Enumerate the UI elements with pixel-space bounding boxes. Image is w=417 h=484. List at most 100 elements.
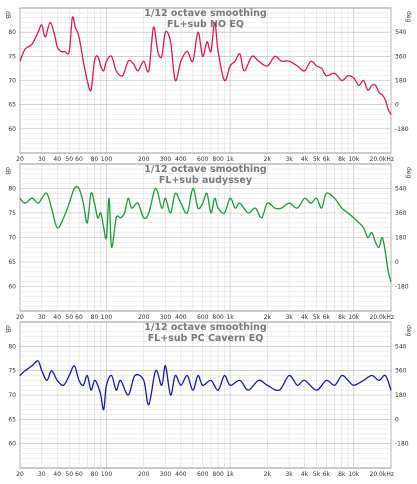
data-point — [296, 65, 298, 67]
right-unit-label: deg — [405, 167, 412, 179]
x-tick-label: 50 — [65, 471, 73, 478]
x-tick-label: 20.0kHz — [370, 156, 395, 163]
chart-subtitle: FL+sub audyssey — [159, 175, 253, 186]
data-point — [148, 212, 150, 214]
data-point — [296, 384, 298, 386]
data-point — [288, 202, 290, 204]
data-point — [120, 379, 121, 381]
x-tick-label: 600 — [197, 471, 209, 478]
x-tick-label: 600 — [197, 156, 209, 163]
x-tick-label: 40 — [53, 471, 61, 478]
data-point — [155, 370, 157, 372]
data-point — [31, 197, 33, 199]
data-point — [363, 80, 365, 81]
data-point — [73, 365, 75, 367]
x-tick-label: 4k — [301, 156, 309, 163]
data-point — [115, 70, 117, 72]
data-point — [60, 51, 62, 52]
data-point — [378, 246, 380, 248]
right-unit-label: deg — [405, 11, 412, 23]
data-point — [210, 212, 212, 214]
data-point — [278, 389, 280, 391]
data-point — [304, 197, 306, 199]
data-point — [161, 384, 163, 386]
right-tick-label: 180 — [395, 392, 407, 399]
right-tick-label: 540 — [395, 186, 407, 193]
data-point — [384, 251, 386, 253]
data-point — [321, 207, 323, 209]
data-point — [180, 60, 182, 62]
data-point — [49, 22, 51, 23]
data-point — [186, 212, 188, 214]
data-point — [316, 389, 317, 391]
x-tick-label: 600 — [197, 314, 209, 321]
chart-subtitle: FL+sub NO EQ — [167, 19, 244, 30]
x-tick-label: 10k — [348, 314, 360, 321]
data-point — [31, 365, 33, 367]
data-point — [64, 51, 66, 52]
x-tick-label: 2k — [264, 314, 272, 321]
x-tick-label: 10k — [348, 156, 360, 163]
data-point — [111, 55, 113, 57]
data-point — [258, 379, 260, 381]
data-point — [223, 212, 225, 214]
x-tick-label: 40 — [53, 314, 61, 321]
data-point — [358, 222, 360, 224]
x-tick-label: 30 — [38, 471, 46, 478]
data-point — [170, 41, 172, 43]
data-point — [266, 202, 268, 204]
data-point — [387, 109, 389, 110]
data-point — [192, 188, 194, 189]
x-tick-label: 3k — [285, 314, 293, 321]
x-tick-label: 1k — [226, 314, 234, 321]
x-tick-label: 100 — [101, 471, 113, 478]
data-point — [234, 207, 236, 209]
data-point — [137, 202, 139, 204]
data-point — [148, 70, 150, 72]
data-point — [251, 55, 253, 57]
data-point — [37, 360, 39, 362]
x-tick-label: 20.0kHz — [370, 314, 395, 321]
y-unit-label: dB — [4, 11, 11, 19]
data-point — [24, 370, 26, 372]
data-point — [94, 379, 95, 381]
x-tick-label: 8k — [338, 471, 346, 478]
y-tick-label: 70 — [8, 392, 16, 399]
data-point — [363, 227, 365, 229]
data-point — [206, 41, 208, 43]
x-tick-label: 80 — [91, 314, 99, 321]
data-point — [143, 217, 145, 219]
chart-subtitle: FL+sub PC Cavern EQ — [148, 333, 264, 344]
data-point — [210, 51, 212, 52]
data-point — [51, 370, 53, 372]
data-point — [74, 26, 76, 28]
x-tick-label: 5k — [313, 156, 321, 163]
data-point — [375, 241, 376, 243]
x-tick-label: 60 — [75, 314, 83, 321]
right-unit-label: deg — [405, 325, 412, 337]
data-point — [19, 60, 21, 62]
data-point — [325, 192, 327, 194]
data-point — [363, 379, 365, 381]
data-point — [24, 202, 26, 204]
data-point — [247, 212, 249, 214]
data-point — [31, 43, 33, 45]
x-tick-label: 20.0kHz — [370, 471, 395, 478]
x-tick-label: 2k — [264, 471, 272, 478]
data-point — [304, 379, 306, 381]
data-point — [105, 237, 107, 238]
data-point — [94, 60, 95, 62]
data-point — [367, 237, 369, 238]
y-tick-label: 65 — [8, 416, 16, 423]
y-unit-label: dB — [4, 167, 11, 175]
data-point — [143, 379, 145, 381]
data-point — [223, 80, 225, 81]
data-point — [353, 77, 355, 79]
x-tick-label: 100 — [101, 156, 113, 163]
data-point — [56, 227, 58, 229]
data-point — [325, 75, 327, 77]
data-point — [316, 197, 317, 199]
x-tick-label: 50 — [65, 314, 73, 321]
data-point — [71, 17, 73, 19]
